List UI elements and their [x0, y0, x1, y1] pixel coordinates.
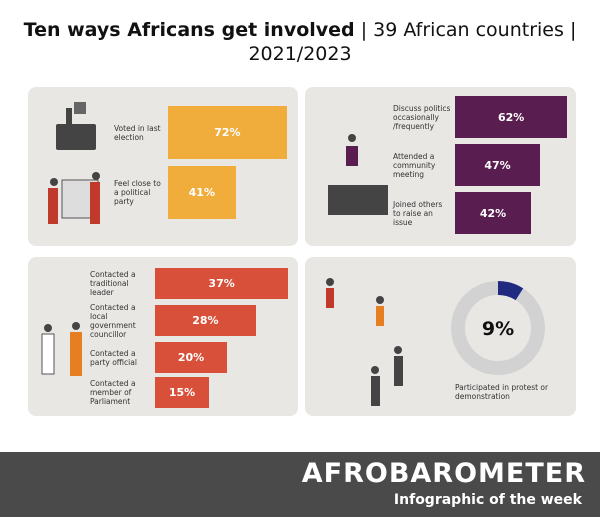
value-label: 62% [497, 110, 525, 124]
tagline: Infographic of the week [393, 492, 582, 508]
bar-label: Contacted a party official [90, 348, 137, 367]
donut-value: 9% [482, 318, 514, 340]
header: Ten ways Africans get involved | 39 Afri… [20, 18, 580, 66]
value-label: 20% [177, 351, 205, 364]
donut-label: Participated in protest or demonstration [455, 383, 549, 401]
bar-label: Joined others to raise an issue [393, 199, 443, 227]
bar-label: Contacted a local government councillor [90, 302, 136, 339]
value-label: 47% [484, 158, 511, 172]
value-label: 37% [208, 277, 235, 290]
donut-segment [497, 281, 524, 301]
bar-label: Contacted a traditional leader [90, 270, 136, 297]
bar-label: Voted in last election [114, 123, 161, 142]
bar-label: Discuss politics occasionally /frequentl… [393, 103, 451, 131]
brand: AFROBAROMETER [301, 458, 586, 489]
bar-label: Attended a community meeting [393, 151, 436, 179]
donut-chart: 9% [451, 281, 545, 375]
bar [455, 96, 568, 138]
bar [168, 106, 287, 159]
bar-label: Contacted a member of Parliament [90, 379, 136, 406]
illustrations [41, 102, 403, 406]
value-label: 28% [192, 314, 219, 327]
bar [155, 268, 289, 299]
bar [168, 166, 236, 219]
value-label: 42% [479, 206, 507, 220]
subtitle: | 39 African countries | 2021/2023 [248, 19, 577, 65]
value-label: 41% [188, 186, 215, 199]
bar [155, 342, 227, 373]
bar [455, 144, 541, 186]
bar [155, 377, 209, 408]
bar-label: Feel close to a political party [114, 179, 161, 206]
title: Ten ways Africans get involved [23, 19, 355, 41]
value-label: 15% [168, 386, 196, 399]
bar [155, 305, 256, 336]
footer: AFROBAROMETER Infographic of the week [0, 452, 600, 517]
bar [455, 192, 532, 234]
value-label: 72% [214, 126, 241, 139]
